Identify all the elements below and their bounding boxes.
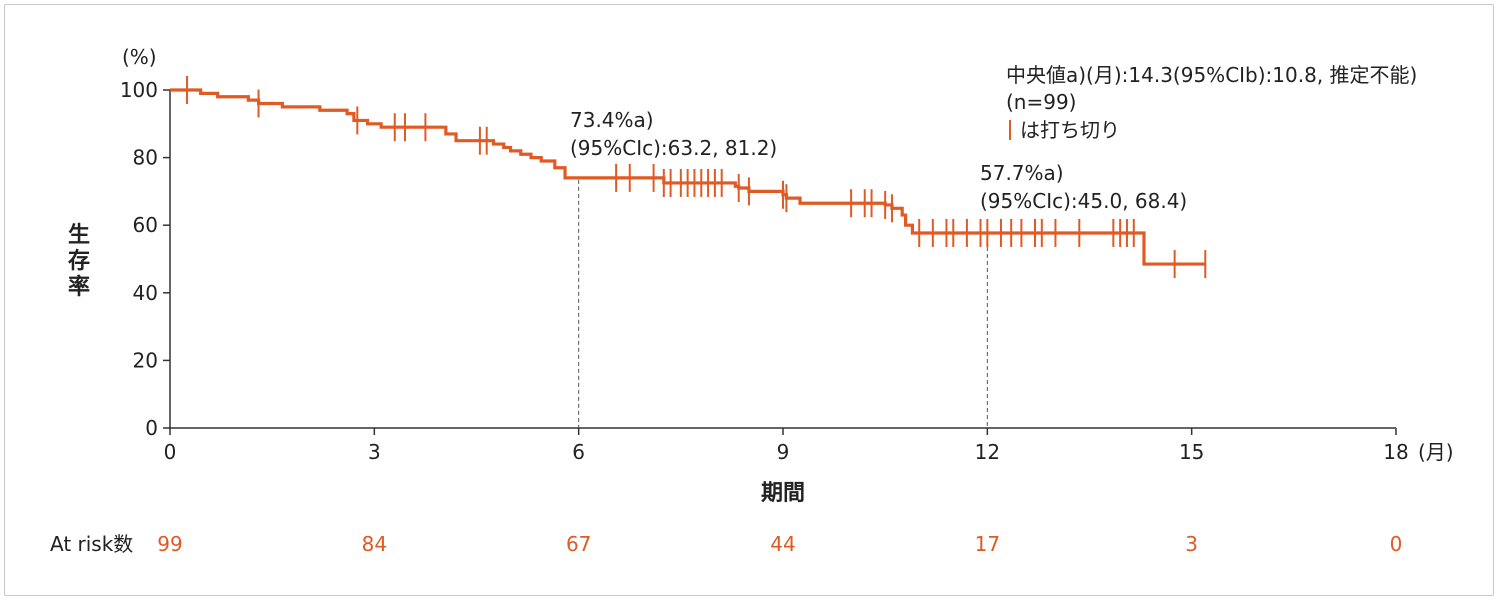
censor-legend-text: は打ち切り [1020, 118, 1120, 142]
y-axis-label-3: 率 [68, 274, 90, 300]
y-tick-label: 60 [133, 213, 158, 237]
annotation-6mo-line1: 73.4%a) [570, 108, 654, 132]
x-tick-label: 0 [164, 440, 177, 464]
annotation-12mo-line2: (95%CIc):45.0, 68.4) [980, 189, 1187, 213]
at-risk-value: 44 [770, 532, 795, 556]
y-tick-label: 100 [120, 78, 158, 102]
n-text: (n=99) [1006, 90, 1077, 114]
survival-series [170, 88, 1206, 266]
y-axis-label-1: 生 [68, 223, 90, 248]
x-tick-label: 6 [572, 440, 585, 464]
x-tick-label: 12 [975, 440, 1000, 464]
x-tick-label: 18 [1383, 440, 1408, 464]
median-text: 中央値a)(月):14.3(95%CIb):10.8, 推定不能) [1006, 63, 1417, 87]
y-tick-label: 40 [133, 281, 158, 305]
at-risk-value: 67 [566, 532, 591, 556]
tick-group: 0 3 6 9 12 15 18 0 20 40 60 80 100 [120, 78, 1409, 464]
x-unit-label: (月) [1418, 440, 1454, 464]
x-tick-label: 15 [1179, 440, 1204, 464]
at-risk-value: 99 [157, 532, 182, 556]
x-tick-label: 9 [777, 440, 790, 464]
annotation-6mo-line2: (95%CIc):63.2, 81.2) [570, 136, 777, 160]
annotation-12mo-line1: 57.7%a) [980, 161, 1064, 185]
y-tick-label: 0 [145, 416, 158, 440]
at-risk-label: At risk数 [50, 532, 133, 556]
censor-marks [186, 76, 1207, 279]
reference-lines [578, 179, 988, 428]
figure-frame [4, 4, 1494, 596]
y-tick-label: 80 [133, 146, 158, 170]
x-axis-label: 期間 [761, 481, 805, 506]
at-risk-value: 3 [1185, 532, 1198, 556]
y-axis-label-2: 存 [68, 248, 90, 274]
at-risk-value: 0 [1390, 532, 1403, 556]
at-risk-value: 84 [362, 532, 387, 556]
y-unit-label: (%) [122, 45, 157, 69]
at-risk-value: 17 [975, 532, 1000, 556]
y-tick-label: 20 [133, 348, 158, 372]
at-risk-row: 99 84 67 44 17 3 0 [157, 532, 1402, 556]
survival-curve [170, 88, 1206, 266]
x-tick-label: 3 [368, 440, 381, 464]
